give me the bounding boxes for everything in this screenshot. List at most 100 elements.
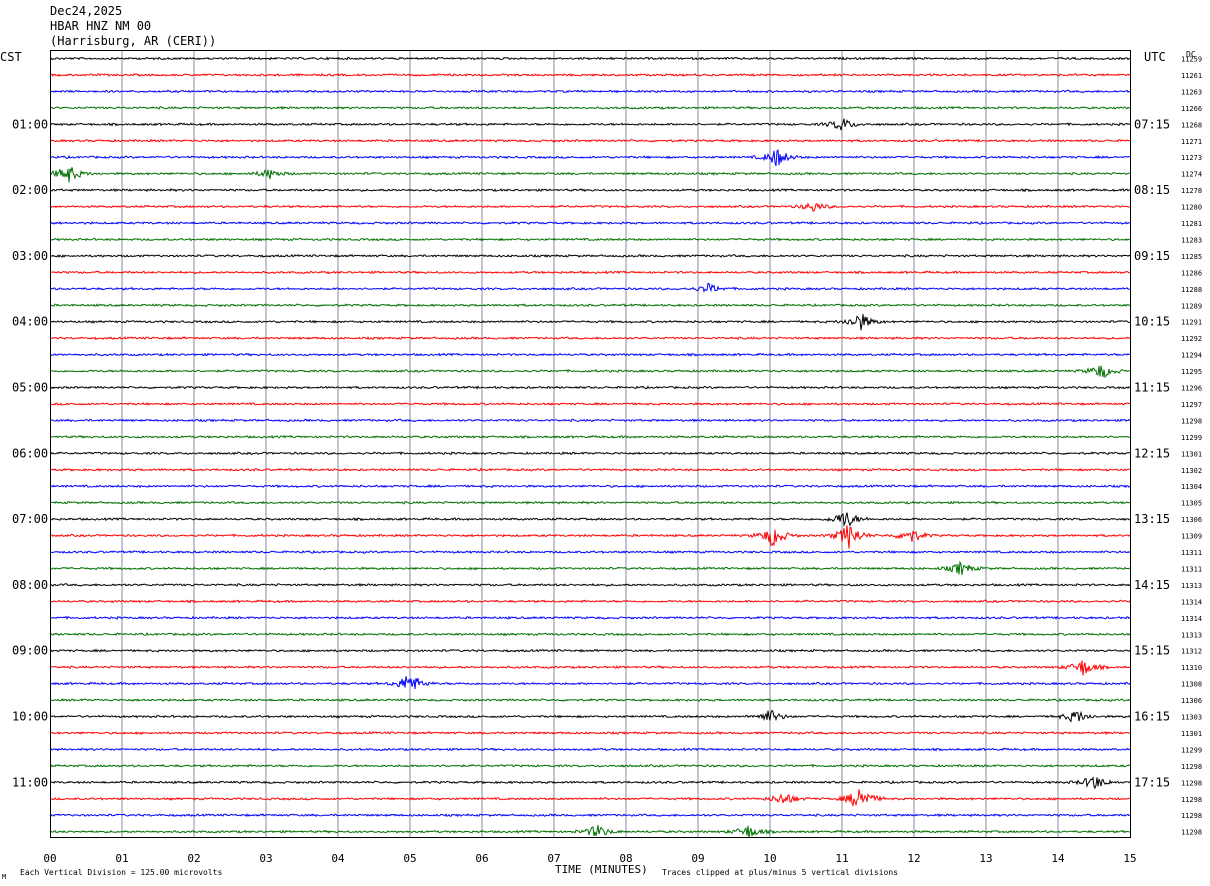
header-location: (Harrisburg, AR (CERI))	[50, 34, 216, 48]
right-hour-label: 16:15	[1134, 710, 1170, 724]
trace-line	[49, 560, 1131, 575]
dc-offset-label: 11306	[1181, 697, 1202, 705]
dc-offset-label: 11296	[1181, 385, 1202, 393]
x-tick-label: 13	[979, 852, 992, 865]
left-hour-label: 09:00	[12, 644, 48, 658]
dc-offset-label: 11304	[1181, 483, 1202, 491]
x-tick-label: 00	[43, 852, 56, 865]
x-tick-label: 10	[763, 852, 776, 865]
right-hour-label: 11:15	[1134, 381, 1170, 395]
trace-line	[49, 72, 1131, 78]
dc-offset-label: 11308	[1181, 681, 1202, 689]
trace-line	[49, 747, 1131, 752]
dc-offset-label: 11298	[1181, 829, 1202, 837]
trace-line	[49, 220, 1131, 226]
x-tick-label: 12	[907, 852, 920, 865]
trace-line	[49, 451, 1130, 456]
trace-line	[49, 188, 1131, 193]
trace-line	[49, 730, 1130, 736]
right-hour-label: 10:15	[1134, 315, 1170, 329]
dc-offset-label: 11280	[1181, 204, 1202, 212]
trace-line	[49, 148, 1131, 167]
trace-line	[49, 709, 1131, 723]
dc-offset-label: 11303	[1181, 714, 1202, 722]
x-tick-label: 06	[475, 852, 488, 865]
dc-offset-label: 11297	[1181, 401, 1202, 409]
dc-offset-label: 11292	[1181, 335, 1202, 343]
dc-offset-label: 11309	[1181, 533, 1202, 541]
trace-line	[49, 118, 1131, 131]
dc-offset-label: 11294	[1181, 352, 1202, 360]
dc-offset-label: 11259	[1181, 56, 1202, 64]
left-hour-label: 05:00	[12, 381, 48, 395]
x-axis-title: TIME (MINUTES)	[555, 863, 648, 876]
x-tick-label: 14	[1051, 852, 1065, 865]
x-tick-label: 09	[691, 852, 704, 865]
dc-offset-label: 11299	[1181, 434, 1202, 442]
trace-line	[49, 270, 1131, 275]
plot-frame	[50, 50, 1131, 838]
trace-line	[49, 105, 1131, 110]
right-timezone-label: UTC	[1144, 50, 1166, 64]
dc-offset-label: 11298	[1181, 812, 1202, 820]
dc-offset-label: 11299	[1181, 746, 1202, 754]
right-hour-label: 14:15	[1134, 578, 1170, 592]
left-hour-label: 02:00	[12, 183, 48, 197]
left-timezone-label: CST	[0, 50, 22, 64]
right-hour-label: 08:15	[1134, 183, 1170, 197]
trace-line	[49, 660, 1131, 676]
trace-line	[49, 697, 1131, 703]
dc-offset-label: 11311	[1181, 549, 1202, 557]
dc-offset-label: 11271	[1181, 138, 1202, 146]
right-hour-label: 17:15	[1134, 775, 1170, 789]
x-tick-label: 04	[331, 852, 345, 865]
dc-offset-header: DC	[1186, 50, 1196, 59]
trace-line	[49, 336, 1131, 341]
left-hour-label: 04:00	[12, 315, 48, 329]
corner-mark: M	[2, 873, 6, 881]
left-hour-label: 03:00	[12, 249, 48, 263]
trace-line	[49, 313, 1131, 331]
dc-offset-label: 11312	[1181, 648, 1202, 656]
dc-offset-label: 11289	[1181, 302, 1202, 310]
trace-line	[49, 582, 1131, 587]
trace-line	[49, 632, 1131, 637]
axis-labels: 00 01 02 03 04 05 06 07 08 09 10 11 12 13 14 15 11259 112…	[12, 56, 1202, 866]
trace-line	[49, 352, 1131, 357]
left-hour-label: 01:00	[12, 117, 48, 131]
x-tick-label: 03	[259, 852, 272, 865]
right-hour-label: 07:15	[1134, 117, 1170, 131]
x-tick-label: 08	[619, 852, 632, 865]
dc-offset-label: 11314	[1181, 598, 1202, 606]
dc-offset-label: 11281	[1181, 220, 1202, 228]
x-tick-label: 07	[547, 852, 560, 865]
dc-offset-label: 11283	[1181, 236, 1202, 244]
trace-line	[49, 484, 1131, 489]
trace-line	[49, 89, 1131, 94]
dc-offset-label: 11314	[1181, 615, 1202, 623]
dc-offset-label: 11301	[1181, 730, 1202, 738]
left-hour-label: 06:00	[12, 446, 48, 460]
trace-line	[49, 467, 1131, 472]
dc-offset-label: 11295	[1181, 368, 1202, 376]
dc-offset-label: 11261	[1181, 72, 1202, 80]
dc-offset-label: 11285	[1181, 253, 1202, 261]
dc-offset-label: 11288	[1181, 286, 1202, 294]
minute-grid	[121, 50, 1059, 837]
dc-offset-label: 11274	[1181, 171, 1202, 179]
right-hour-label: 15:15	[1134, 644, 1170, 658]
x-tick-label: 15	[1123, 852, 1136, 865]
dc-offset-label: 11298	[1181, 796, 1202, 804]
dc-offset-label: 11298	[1181, 763, 1202, 771]
trace-line	[49, 237, 1131, 242]
trace-line	[49, 401, 1131, 407]
x-tick-label: 01	[115, 852, 128, 865]
dc-offset-label: 11291	[1181, 319, 1202, 327]
trace-line	[49, 500, 1131, 505]
dc-offset-label: 11298	[1181, 779, 1202, 787]
right-hour-label: 09:15	[1134, 249, 1170, 263]
dc-offset-label: 11302	[1181, 467, 1202, 475]
trace-line	[50, 253, 1131, 258]
seismic-traces	[49, 56, 1131, 839]
